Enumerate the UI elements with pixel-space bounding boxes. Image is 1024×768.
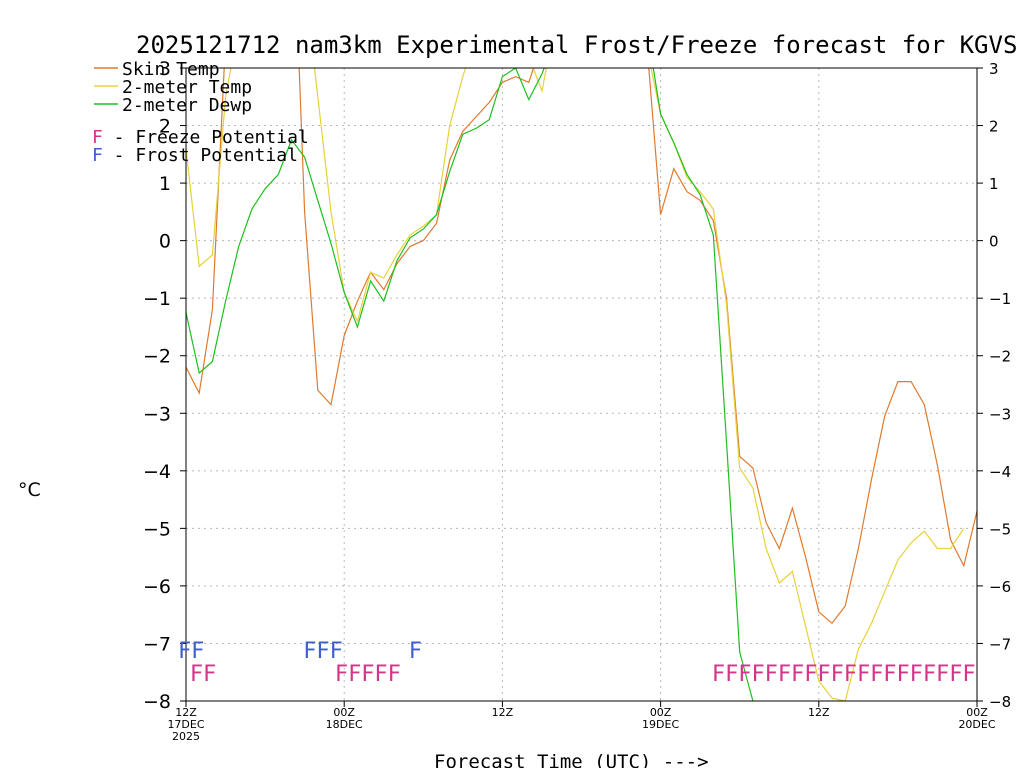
freeze-flag: F [778,662,791,687]
y-tick-label-right: 0 [989,233,999,251]
freeze-flag: F [831,662,844,687]
freeze-flag: F [725,662,738,687]
series-line-skin-temp [186,68,977,625]
freeze-flag: F [817,662,830,687]
freeze-flag: F [896,662,909,687]
y-tick-label-right: −6 [989,578,1011,596]
flag-legend-symbol: F [92,145,103,166]
y-tick-label-right: −8 [989,693,1011,711]
y-tick-label-right: −1 [989,290,1011,308]
x-tick-label: 00Z [650,706,672,719]
x-tick-label: 00Z [333,706,355,719]
freeze-flag: F [765,662,778,687]
x-tick-label: 20DEC [958,718,995,731]
freeze-flag: F [361,662,374,687]
x-tick-label: 00Z [966,706,988,719]
freeze-flag: F [936,662,949,687]
freeze-flag: F [844,662,857,687]
flag-legend-entry: F - Frost Potential [92,145,298,166]
y-tick-label-right: 2 [989,118,999,136]
flag-legend-label: - Frost Potential [103,145,298,166]
series-lines [186,68,977,701]
axis-ticks: 3 3 2 2 1 1 0 0 −1 −1 −2 −2 −3 −3 −4 −4 −5 −5 −6 −6 −7 −7 −8 −8… [143,58,1011,743]
freeze-flag: F [962,662,975,687]
x-tick-label: 2025 [172,730,200,743]
chart-title: 2025121712 nam3km Experimental Frost/Fre… [136,31,1017,59]
y-tick-label: −1 [143,288,171,310]
freeze-flag: F [374,662,387,687]
y-tick-label: 0 [159,231,171,253]
y-tick-label-right: 1 [989,175,999,193]
freeze-flag: F [857,662,870,687]
x-tick-label: 12Z [492,706,514,719]
freeze-flag: F [388,662,401,687]
x-tick-label: 18DEC [326,718,363,731]
frost-flag: F [330,639,343,664]
freeze-flag: F [348,662,361,687]
freeze-flag: F [804,662,817,687]
freeze-flag: F [923,662,936,687]
y-tick-label: −4 [143,461,171,483]
y-tick-label-right: −7 [989,635,1011,653]
freeze-flag: F [791,662,804,687]
series-line-2-meter-dewp [186,68,754,701]
potential-flags: F F F F F FF F F F F F F F F F F F F F F F F F F F F F F F F F F [178,639,976,687]
x-tick-label: 12Z [175,706,197,719]
y-tick-label: 1 [159,173,171,195]
y-tick-label-right: −5 [989,520,1011,538]
x-axis-label: Forecast Time (UTC) ---> [434,751,709,768]
frost-flag: F [409,639,422,664]
y-axis-label: °C [18,479,41,501]
y-tick-label: 2 [159,116,171,138]
x-tick-label: 19DEC [642,718,679,731]
legend-label: Skin Temp [122,59,220,80]
y-tick-label-right: −4 [989,463,1011,481]
freeze-flag: F [883,662,896,687]
freeze-flag: F [751,662,764,687]
freeze-flag: F [738,662,751,687]
freeze-flag: F [949,662,962,687]
y-tick-label: 3 [159,58,171,80]
x-tick-label: 12Z [808,706,830,719]
freeze-flag: F [910,662,923,687]
plot-frame [185,67,978,702]
frost-flag: F [303,639,316,664]
y-tick-label: −6 [143,576,171,598]
flag-legend-entry: F - Freeze Potential [92,127,309,148]
y-tick-label-right: 3 [989,60,999,78]
frost-flag: F [191,639,204,664]
flag-legend-label: - Freeze Potential [103,127,309,148]
freeze-flag: F [335,662,348,687]
grid-lines [186,68,977,701]
freeze-flag: F [203,662,216,687]
y-tick-label: −8 [143,691,171,713]
frost-flag: F [178,639,191,664]
frost-flag: F [316,639,329,664]
y-tick-label: −3 [143,403,171,425]
freeze-flag: F [712,662,725,687]
freeze-flag: F [870,662,883,687]
y-tick-label: −2 [143,346,171,368]
y-tick-label: −7 [143,633,171,655]
x-tick-label: 17DEC [167,718,204,731]
y-tick-label: −5 [143,518,171,540]
y-tick-label-right: −3 [989,405,1011,423]
freeze-flag: F [190,662,203,687]
y-tick-label-right: −2 [989,348,1011,366]
flag-legend-symbol: F [92,127,103,148]
legend-label: 2-meter Temp [122,77,252,98]
legend-label: 2-meter Dewp [122,95,252,116]
